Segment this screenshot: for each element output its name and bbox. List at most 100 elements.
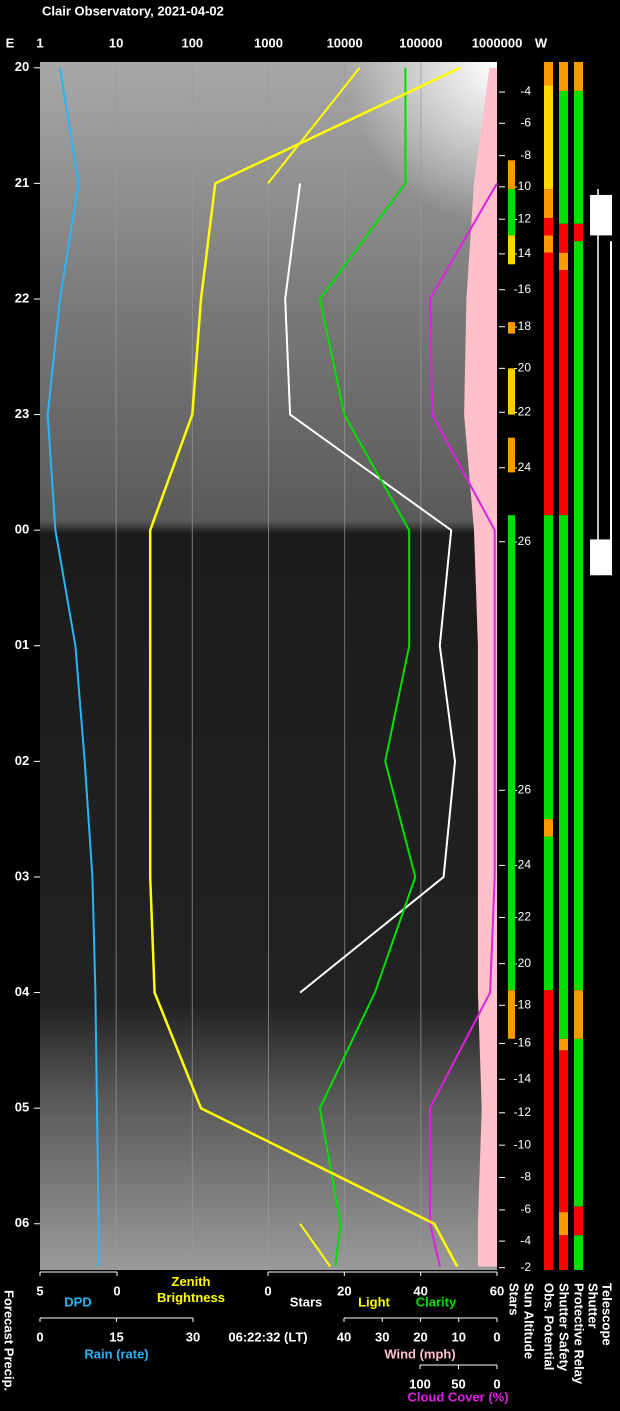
area [464, 67, 497, 1267]
status-segment [544, 62, 553, 86]
status-segment [559, 1038, 568, 1051]
x-tick-label: 10000 [327, 35, 363, 50]
status-segment [574, 990, 583, 1039]
series-label: Wind (mph) [384, 1346, 455, 1361]
sky-glow [330, 62, 497, 242]
edge-label: W [535, 35, 548, 50]
status-segment [559, 515, 568, 1039]
scale-tick-label: 10 [452, 1329, 466, 1344]
status-segment [544, 836, 553, 991]
y-tick-label: 03 [15, 868, 29, 883]
sun-altitude-label: -18 [514, 319, 532, 333]
status-segment [544, 218, 553, 236]
sun-altitude-label: -14 [514, 1071, 532, 1085]
sun-altitude-label: -10 [514, 1137, 532, 1151]
x-tick-label: 10 [109, 35, 123, 50]
series-label: Light [358, 1294, 390, 1309]
x-tick-label: 1000000 [472, 35, 523, 50]
sun-altitude-label: -6 [520, 1202, 531, 1216]
line [429, 182, 498, 1267]
status-segment [544, 189, 553, 219]
scale-tick-label: 0 [493, 1329, 500, 1344]
scale-tick-label: 0 [113, 1283, 120, 1298]
sun-altitude-label: -24 [514, 858, 532, 872]
status-segment [544, 235, 553, 253]
series-label: Zenith Brightness [157, 1274, 225, 1305]
sun-altitude-label: -16 [514, 1036, 532, 1050]
telescope-segment [590, 539, 612, 576]
footer-label: Forecast Precip. [2, 1290, 17, 1391]
sun-altitude-label: -18 [514, 997, 532, 1011]
status-segment [508, 990, 515, 1039]
status-segment [508, 322, 515, 334]
status-segment [544, 990, 553, 1270]
y-tick-label: 04 [15, 984, 30, 999]
status-segment [559, 90, 568, 224]
sun-altitude-label: -26 [514, 534, 532, 548]
series-label: DPD [64, 1294, 91, 1309]
status-segment [574, 90, 583, 224]
column-label: Sun Altitude [522, 1283, 537, 1359]
series-label: Cloud Cover (%) [407, 1389, 508, 1404]
sun-altitude-label: -8 [520, 148, 531, 162]
scale-tick-label: 40 [337, 1329, 351, 1344]
x-tick-label: 1000 [254, 35, 283, 50]
status-segment [544, 85, 553, 190]
sun-altitude-label: -8 [520, 1170, 531, 1184]
column-label: Protective Relay [572, 1283, 587, 1385]
sun-altitude-label: -24 [514, 460, 532, 474]
status-segment [559, 62, 568, 91]
x-tick-label: 100 [181, 35, 203, 50]
zenith-label-box: Zenith Brightness [157, 1274, 225, 1305]
scale-tick-label: 0 [264, 1283, 271, 1298]
series-label: Stars [290, 1294, 323, 1309]
scale-tick-label: 0 [493, 1376, 500, 1391]
y-tick-label: 21 [15, 175, 29, 190]
x-tick-label: 1 [36, 35, 43, 50]
sun-altitude-label: -2 [520, 1260, 531, 1274]
telescope-segment [610, 241, 612, 540]
status-segment [559, 1212, 568, 1236]
status-segment [559, 1050, 568, 1213]
line [46, 67, 100, 1267]
chart-title: Clair Observatory, 2021-04-02 [42, 3, 224, 18]
column-label: Shutter Safety [557, 1283, 572, 1372]
status-segment [574, 1038, 583, 1207]
y-tick-label: 06 [15, 1215, 29, 1230]
column-label: Obs. Potential [542, 1283, 557, 1370]
sun-altitude-label: -22 [514, 404, 532, 418]
scale-tick-label: 0 [36, 1329, 43, 1344]
scale-tick-label: 50 [451, 1376, 465, 1391]
status-segment [508, 160, 515, 190]
line [267, 67, 361, 1268]
sun-altitude-label: -10 [514, 179, 532, 193]
status-segment [559, 1235, 568, 1270]
status-segment [508, 437, 515, 473]
scale-tick-label: 15 [109, 1329, 123, 1344]
y-tick-label: 00 [15, 522, 29, 537]
sun-altitude-label: -14 [514, 246, 532, 260]
status-segment [508, 368, 515, 415]
line [284, 183, 456, 994]
status-segment [574, 62, 583, 91]
column-label: Stars [507, 1283, 522, 1316]
scale-tick-label: 5 [36, 1283, 43, 1298]
sun-altitude-label: -4 [520, 1233, 531, 1247]
y-tick-label: 22 [15, 290, 29, 305]
telescope-segment [590, 194, 612, 236]
scale-label: Rain (rate) [84, 1346, 148, 1361]
status-segment [544, 252, 553, 516]
scale-tick-label: 30 [375, 1329, 389, 1344]
y-tick-label: 02 [15, 753, 29, 768]
sun-altitude-label: -4 [520, 84, 531, 98]
sun-altitude-label: -16 [514, 282, 532, 296]
status-segment [508, 189, 515, 236]
scale-tick-label: 20 [413, 1329, 427, 1344]
status-segment [559, 252, 568, 271]
status-segment [574, 1235, 583, 1270]
y-tick-label: 05 [15, 1100, 29, 1115]
scale-tick-label: 40 [413, 1283, 427, 1298]
sun-altitude-label: -12 [514, 1105, 532, 1119]
series-label: Clarity [416, 1294, 457, 1309]
status-segment [508, 235, 515, 265]
